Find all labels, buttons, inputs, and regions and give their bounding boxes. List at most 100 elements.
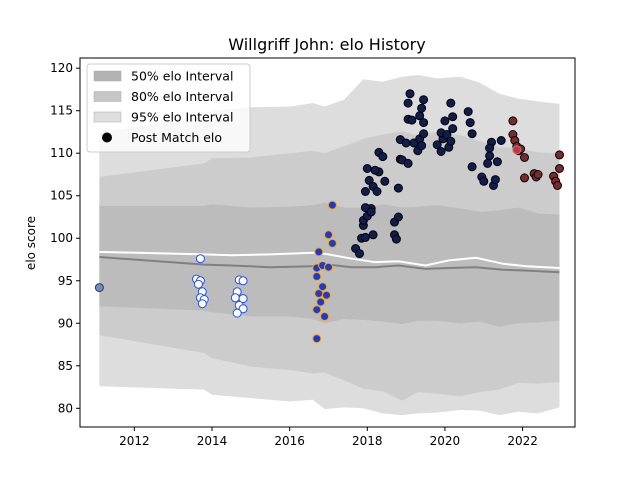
match-point bbox=[322, 290, 331, 300]
match-point bbox=[195, 254, 205, 264]
match-point bbox=[316, 297, 326, 307]
y-tick-label: 115 bbox=[50, 104, 73, 118]
match-point bbox=[448, 112, 458, 122]
match-point bbox=[417, 103, 427, 113]
match-point bbox=[508, 116, 518, 126]
match-point bbox=[555, 164, 564, 173]
match-point bbox=[380, 176, 390, 186]
y-tick-label: 120 bbox=[50, 61, 73, 75]
match-point bbox=[378, 152, 388, 162]
match-point bbox=[419, 95, 429, 105]
match-points bbox=[94, 89, 564, 344]
x-tick-label: 2018 bbox=[352, 434, 383, 448]
match-point bbox=[419, 129, 429, 139]
y-tick-label: 80 bbox=[58, 401, 73, 415]
legend-box bbox=[86, 63, 251, 153]
match-point bbox=[405, 89, 415, 99]
match-point bbox=[432, 140, 442, 150]
x-tick-label: 2014 bbox=[197, 434, 228, 448]
legend-marker bbox=[102, 132, 112, 143]
match-point bbox=[312, 334, 322, 344]
match-point bbox=[496, 136, 506, 145]
y-axis-ticks: 80 85 90 95 100 105 110 115 120 bbox=[50, 61, 80, 415]
match-point bbox=[327, 200, 337, 210]
match-point bbox=[94, 283, 104, 293]
x-tick-label: 2022 bbox=[507, 434, 538, 448]
trend-line-2 bbox=[99, 250, 560, 269]
match-point bbox=[512, 145, 522, 155]
match-point bbox=[555, 150, 564, 160]
match-point bbox=[419, 118, 429, 128]
y-tick-label: 95 bbox=[58, 274, 73, 288]
chart-title: Willgriff John: elo History bbox=[228, 35, 425, 54]
legend-label: 80% elo Interval bbox=[131, 89, 233, 104]
match-point bbox=[467, 162, 477, 172]
match-point bbox=[312, 305, 322, 315]
match-point bbox=[324, 230, 333, 240]
match-point bbox=[238, 304, 248, 314]
match-point bbox=[197, 299, 207, 309]
axes-frame bbox=[79, 57, 576, 428]
x-axis-ticks: 2012 2014 2016 2018 2020 2022 bbox=[119, 427, 538, 448]
match-point bbox=[467, 129, 477, 139]
match-point bbox=[490, 175, 500, 185]
y-axis-label: elo score bbox=[24, 216, 38, 270]
match-point bbox=[485, 151, 495, 161]
x-tick-label: 2020 bbox=[430, 434, 461, 448]
match-point bbox=[520, 173, 529, 183]
match-point bbox=[446, 98, 456, 108]
match-point bbox=[370, 165, 380, 175]
legend-label: Post Match elo bbox=[131, 130, 222, 145]
match-point bbox=[401, 138, 411, 148]
match-point bbox=[483, 158, 493, 168]
match-point bbox=[533, 170, 543, 179]
match-point bbox=[417, 141, 427, 151]
x-tick-label: 2012 bbox=[119, 434, 150, 448]
match-point bbox=[403, 158, 413, 168]
match-point bbox=[407, 115, 417, 125]
match-point bbox=[368, 230, 378, 240]
y-tick-label: 105 bbox=[50, 189, 73, 203]
y-tick-label: 100 bbox=[50, 231, 73, 245]
match-point bbox=[479, 176, 489, 186]
match-point bbox=[320, 312, 330, 321]
legend: 50% elo Interval 80% elo Interval 95% elo … bbox=[86, 63, 251, 153]
legend-swatch bbox=[93, 91, 122, 102]
match-point bbox=[448, 124, 458, 134]
match-point bbox=[230, 293, 240, 303]
match-point bbox=[440, 116, 450, 126]
match-point bbox=[463, 107, 473, 117]
match-point bbox=[393, 183, 403, 193]
match-point bbox=[360, 187, 370, 196]
match-point bbox=[553, 181, 562, 190]
match-point bbox=[232, 308, 242, 318]
match-point bbox=[442, 130, 452, 139]
match-point bbox=[312, 272, 322, 281]
legend-swatch bbox=[93, 70, 122, 82]
match-point bbox=[393, 212, 403, 222]
y-tick-label: 110 bbox=[50, 146, 73, 160]
match-point bbox=[446, 136, 456, 146]
match-point bbox=[193, 279, 203, 289]
match-point bbox=[436, 147, 446, 156]
match-point bbox=[520, 153, 529, 162]
match-point bbox=[366, 207, 376, 217]
match-point bbox=[391, 234, 401, 244]
match-point bbox=[327, 238, 337, 248]
x-tick-label: 2016 bbox=[274, 434, 305, 448]
trend-lines bbox=[99, 250, 560, 274]
y-tick-label: 85 bbox=[58, 359, 73, 373]
y-tick-label: 90 bbox=[58, 316, 73, 330]
trend-line-1 bbox=[99, 256, 560, 274]
legend-label: 50% elo Interval bbox=[131, 69, 233, 84]
match-point bbox=[360, 232, 370, 242]
legend-label: 95% elo Interval bbox=[131, 110, 233, 125]
match-point bbox=[238, 276, 248, 286]
match-point bbox=[238, 294, 248, 304]
match-point bbox=[324, 262, 333, 272]
match-point bbox=[318, 282, 328, 292]
match-point bbox=[355, 249, 364, 259]
match-point bbox=[465, 118, 475, 128]
